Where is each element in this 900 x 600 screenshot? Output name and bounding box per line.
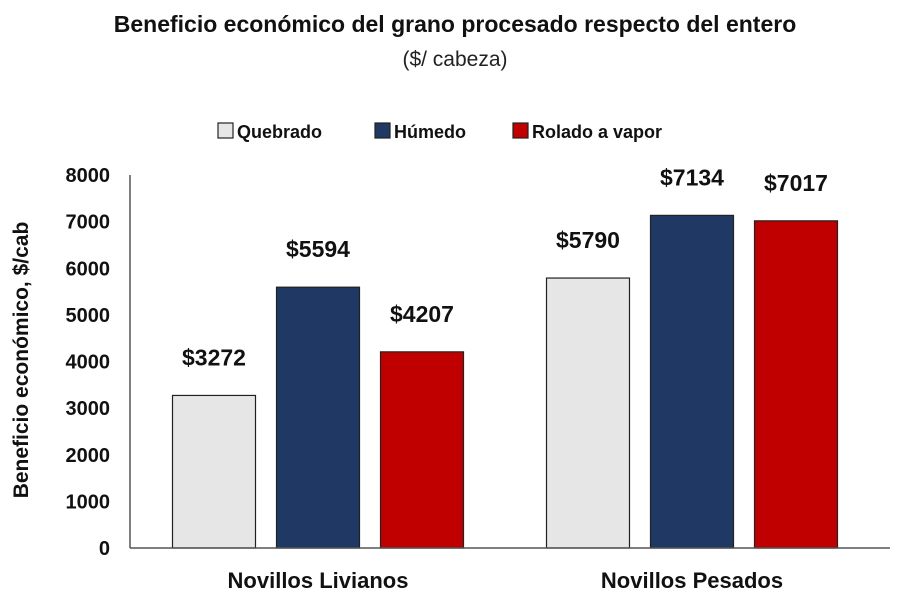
y-tick-label: 2000: [66, 445, 111, 467]
legend-swatch: [374, 122, 391, 139]
y-tick-label: 8000: [66, 165, 111, 187]
legend-label: Rolado a vapor: [532, 122, 662, 142]
y-tick-label: 0: [99, 538, 110, 560]
y-tick-label: 4000: [66, 352, 111, 374]
x-category-label: Novillos Livianos: [228, 568, 409, 593]
legend-label: Quebrado: [237, 122, 322, 142]
bar-húmedo-1: [275, 286, 361, 549]
chart-subtitle: ($/ cabeza): [402, 48, 507, 71]
y-axis-ticks: 0 1000 2000 3000 4000 5000 6000 7000 8000: [66, 165, 111, 560]
data-label: $3272: [182, 344, 246, 370]
data-label: $7134: [660, 164, 724, 190]
data-label: $4207: [390, 301, 454, 327]
bar-quebrado-2: [545, 277, 631, 549]
bar-húmedo-2: [649, 214, 735, 549]
legend-swatch: [217, 122, 234, 139]
data-labels: $3272 $5790 $5594 $7134 $4207 $7017: [182, 164, 828, 370]
legend-swatch: [512, 122, 529, 139]
bar-quebrado-1: [171, 394, 257, 549]
bar-rolado-a-vapor-1: [379, 351, 465, 549]
data-label: $5790: [556, 227, 620, 253]
data-label: $7017: [764, 170, 828, 196]
y-tick-label: 5000: [66, 305, 111, 327]
y-tick-label: 7000: [66, 212, 111, 234]
bar-rolado-a-vapor-2: [753, 220, 839, 549]
x-category-label: Novillos Pesados: [601, 568, 783, 593]
chart-legend: Quebrado Húmedo Rolado a vapor: [217, 122, 662, 142]
y-axis-label: Beneficio económico, $/cab: [10, 222, 33, 499]
y-tick-label: 1000: [66, 491, 111, 513]
legend-label: Húmedo: [394, 122, 466, 142]
bar-series: [171, 214, 839, 549]
data-label: $5594: [286, 236, 350, 262]
x-axis-categories: Novillos Livianos Novillos Pesados: [228, 568, 784, 593]
chart-title: Beneficio económico del grano procesado …: [114, 11, 797, 37]
y-tick-label: 6000: [66, 258, 111, 280]
y-tick-label: 3000: [66, 398, 111, 420]
